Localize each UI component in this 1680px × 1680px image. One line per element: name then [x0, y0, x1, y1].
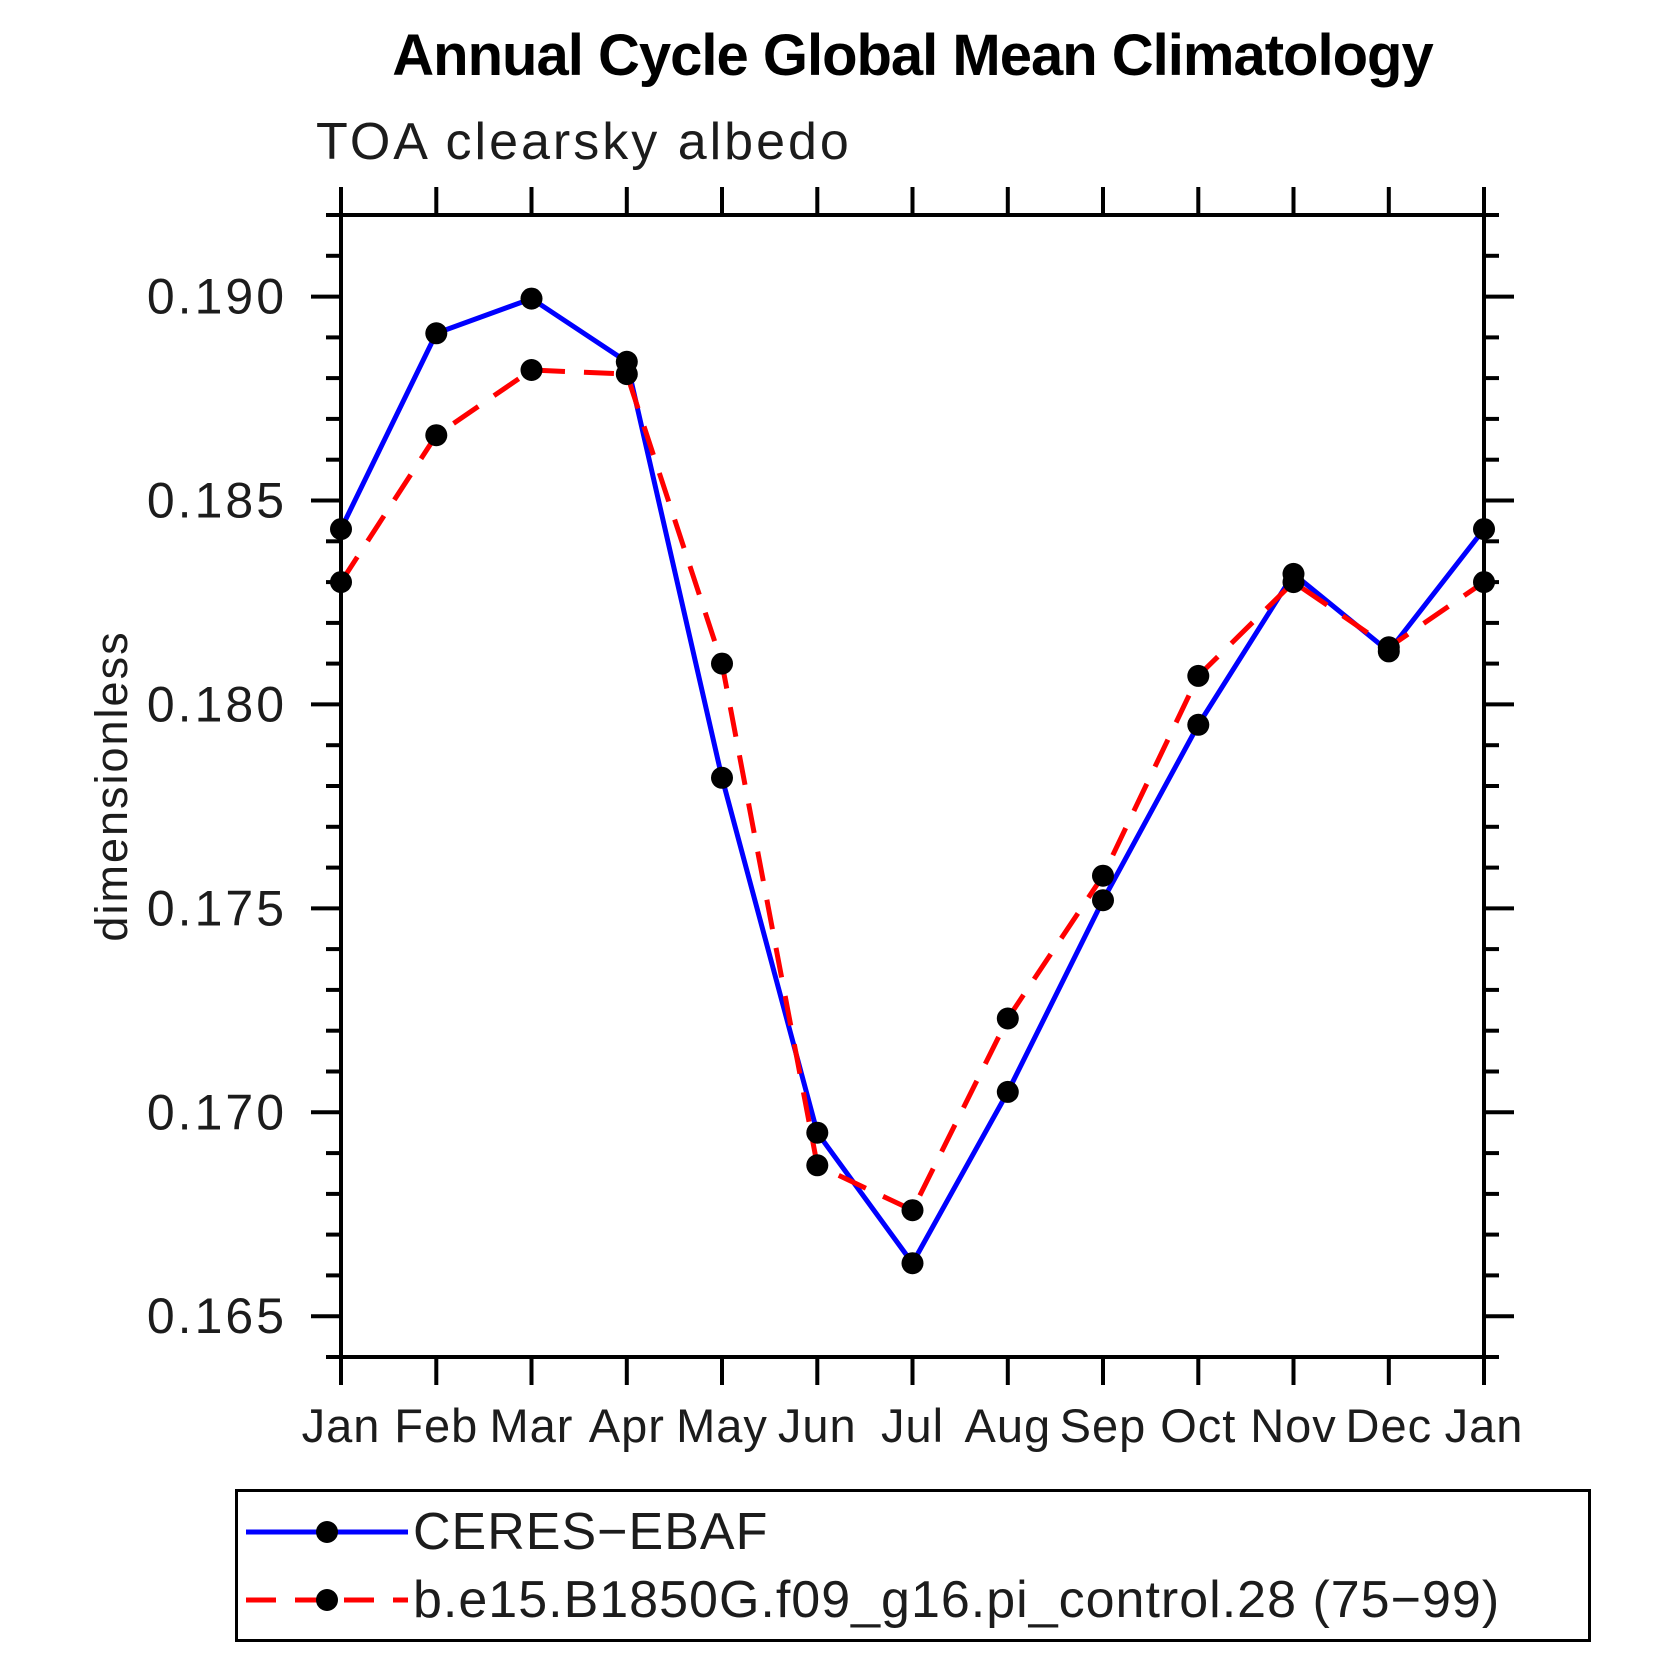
- x-tick-label: Jun: [778, 1399, 857, 1452]
- legend-item-ceres: CERES−EBAF: [238, 1498, 1588, 1566]
- x-tick-label: Feb: [394, 1399, 478, 1452]
- x-tick-label: Nov: [1250, 1399, 1337, 1452]
- x-tick-label: Jan: [302, 1399, 381, 1452]
- legend: CERES−EBAF b.e15.B1850G.f09_g16.pi_contr…: [235, 1489, 1591, 1642]
- y-tick-label: 0.165: [147, 1288, 287, 1344]
- data-point-marker-s0: [1187, 713, 1210, 736]
- legend-item-model: b.e15.B1850G.f09_g16.pi_control.28 (75−9…: [238, 1566, 1588, 1634]
- data-point-marker-s1: [1092, 864, 1114, 887]
- data-point-marker-s1: [1377, 636, 1400, 659]
- data-point-marker-s0: [330, 518, 352, 541]
- data-point-marker-s1: [1187, 664, 1210, 687]
- legend-marker-dot-icon: [316, 1521, 338, 1543]
- legend-label-ceres: CERES−EBAF: [413, 1503, 769, 1561]
- data-point-marker-s0: [425, 322, 448, 345]
- x-tick-label: Oct: [1160, 1399, 1236, 1452]
- data-point-marker-s0: [1092, 889, 1114, 912]
- data-point-marker-s1: [711, 652, 733, 675]
- legend-label-model: b.e15.B1850G.f09_g16.pi_control.28 (75−9…: [413, 1571, 1501, 1629]
- page-title: Annual Cycle Global Mean Climatology: [392, 23, 1433, 88]
- legend-sample-dashed: [246, 1589, 408, 1611]
- data-point-marker-s0: [1473, 518, 1495, 541]
- data-point-marker-s0: [711, 766, 733, 789]
- y-axis-title: dimensionless: [86, 630, 137, 942]
- data-point-marker-s0: [901, 1252, 924, 1275]
- data-point-marker-s1: [615, 363, 638, 386]
- data-point-marker-s0: [520, 287, 543, 310]
- data-point-marker-s1: [520, 359, 543, 381]
- x-tick-label: Sep: [1060, 1399, 1147, 1452]
- y-tick-label: 0.175: [147, 880, 287, 936]
- data-point-marker-s1: [330, 571, 352, 594]
- chart-subtitle: TOA clearsky albedo: [316, 113, 852, 171]
- legend-sample-solid: [246, 1521, 408, 1543]
- data-point-marker-s1: [901, 1199, 924, 1222]
- x-tick-label: Mar: [490, 1399, 574, 1452]
- series-line-0: [338, 295, 1486, 1268]
- data-point-marker-s0: [806, 1121, 829, 1144]
- data-point-marker-s1: [1282, 571, 1305, 594]
- y-tick-label: 0.170: [147, 1084, 287, 1140]
- data-point-marker-s1: [1473, 571, 1495, 594]
- x-tick-label: Aug: [964, 1399, 1051, 1452]
- data-point-marker-s1: [806, 1154, 829, 1177]
- x-tick-label: Jan: [1445, 1399, 1524, 1452]
- y-tick-label: 0.190: [147, 269, 287, 325]
- data-point-marker-s0: [996, 1080, 1019, 1103]
- data-point-marker-s1: [425, 424, 448, 447]
- x-tick-label: Jul: [881, 1399, 944, 1452]
- legend-marker-dot-icon: [316, 1589, 338, 1611]
- x-tick-label: Apr: [589, 1399, 665, 1452]
- x-tick-label: May: [676, 1399, 768, 1452]
- y-tick-label: 0.180: [147, 676, 287, 732]
- y-tick-label: 0.185: [147, 473, 287, 529]
- axis-frame: [339, 213, 1486, 1359]
- x-tick-label: Dec: [1346, 1399, 1433, 1452]
- data-point-marker-s1: [996, 1007, 1019, 1030]
- series-line-1: [338, 367, 1486, 1214]
